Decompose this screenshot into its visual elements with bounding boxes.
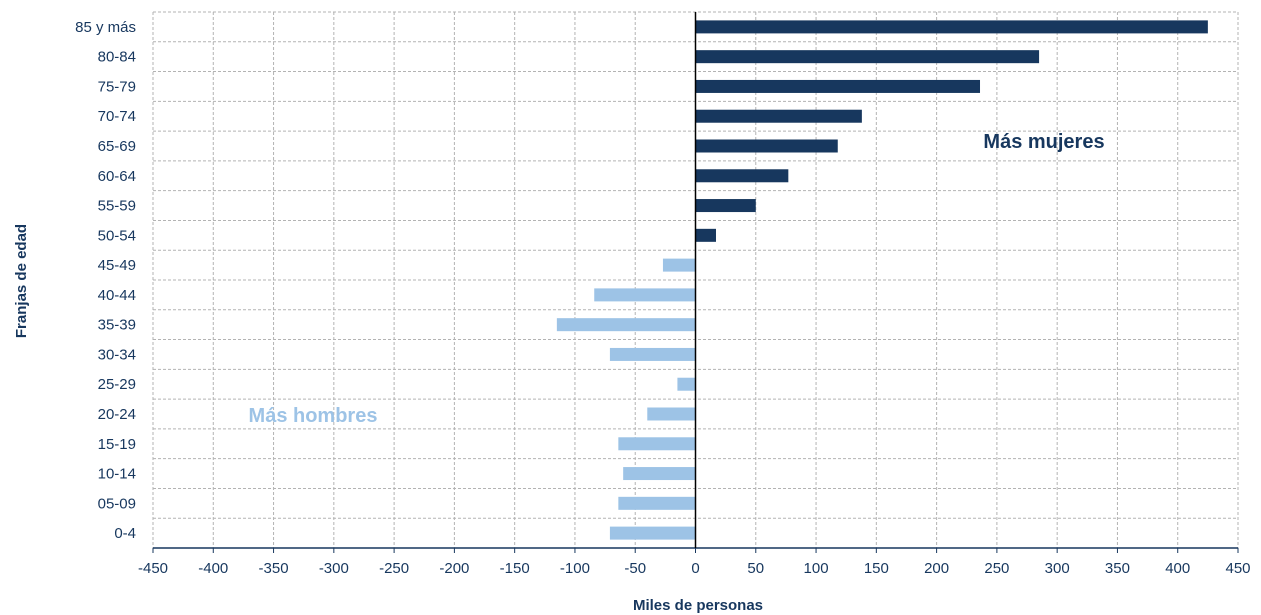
x-tick-label: -150	[500, 560, 530, 577]
bar-50-54	[695, 228, 716, 242]
x-tick-label: -400	[198, 560, 228, 577]
y-tick-label: 05-09	[98, 495, 136, 512]
y-tick-label: 40-44	[98, 287, 136, 304]
y-tick-label: 15-19	[98, 436, 136, 453]
bar-80-84	[695, 50, 1040, 64]
x-tick-label: -350	[259, 560, 289, 577]
x-tick-label: -200	[439, 560, 469, 577]
x-tick-label: -450	[138, 560, 168, 577]
y-tick-label: 50-54	[98, 227, 136, 244]
x-tick-label: 250	[984, 560, 1009, 577]
bar-65-69	[695, 139, 838, 153]
x-tick-label: -250	[379, 560, 409, 577]
y-tick-label: 25-29	[98, 376, 136, 393]
y-tick-label: 80-84	[98, 49, 136, 66]
x-tick-label: 50	[747, 560, 764, 577]
bar-25-29	[677, 377, 696, 391]
bar-10-14	[623, 467, 696, 481]
y-tick-label: 0-4	[114, 525, 136, 542]
x-tick-label: 350	[1105, 560, 1130, 577]
bars	[556, 20, 1208, 540]
bar-05-09	[618, 496, 696, 510]
bar-85-y-más	[695, 20, 1208, 34]
x-tick-label: -100	[560, 560, 590, 577]
y-tick-label: 55-59	[98, 198, 136, 215]
y-tick-label: 60-64	[98, 168, 136, 185]
bar-55-59	[695, 199, 756, 213]
tick-labels: -450 -400 -350 -300 -250 -200 -150 -100 -50 0 50 10…	[75, 19, 1250, 577]
x-tick-label: 300	[1045, 560, 1070, 577]
bar-70-74	[695, 109, 862, 123]
y-tick-label: 20-24	[98, 406, 136, 423]
bar-0-4	[609, 526, 696, 540]
x-tick-label: -50	[624, 560, 646, 577]
y-tick-label: 35-39	[98, 317, 136, 334]
y-tick-label: 70-74	[98, 108, 136, 125]
x-tick-label: -300	[319, 560, 349, 577]
bar-45-49	[662, 258, 696, 272]
y-axis-title: Franjas de edad	[13, 224, 30, 338]
x-axis-title: Miles de personas	[633, 597, 763, 614]
x-tick-label: 450	[1225, 560, 1250, 577]
y-tick-label: 10-14	[98, 466, 136, 483]
y-tick-label: 45-49	[98, 257, 136, 274]
annotation-mas-mujeres: Más mujeres	[983, 131, 1104, 153]
x-tick-label: 100	[804, 560, 829, 577]
y-tick-label: 85 y más	[75, 19, 136, 36]
bar-40-44	[594, 288, 696, 302]
bar-75-79	[695, 79, 981, 93]
y-tick-label: 75-79	[98, 78, 136, 95]
bar-20-24	[647, 407, 696, 421]
y-tick-label: 30-34	[98, 346, 136, 363]
annotation-mas-hombres: Más hombres	[249, 405, 378, 427]
x-tick-label: 150	[864, 560, 889, 577]
bar-15-19	[618, 437, 696, 451]
bar-35-39	[556, 318, 696, 332]
axes	[152, 12, 1239, 553]
bar-60-64	[695, 169, 789, 183]
y-tick-label: 65-69	[98, 138, 136, 155]
bar-30-34	[609, 347, 696, 361]
x-tick-label: 0	[691, 560, 699, 577]
x-tick-label: 200	[924, 560, 949, 577]
x-tick-label: 400	[1165, 560, 1190, 577]
